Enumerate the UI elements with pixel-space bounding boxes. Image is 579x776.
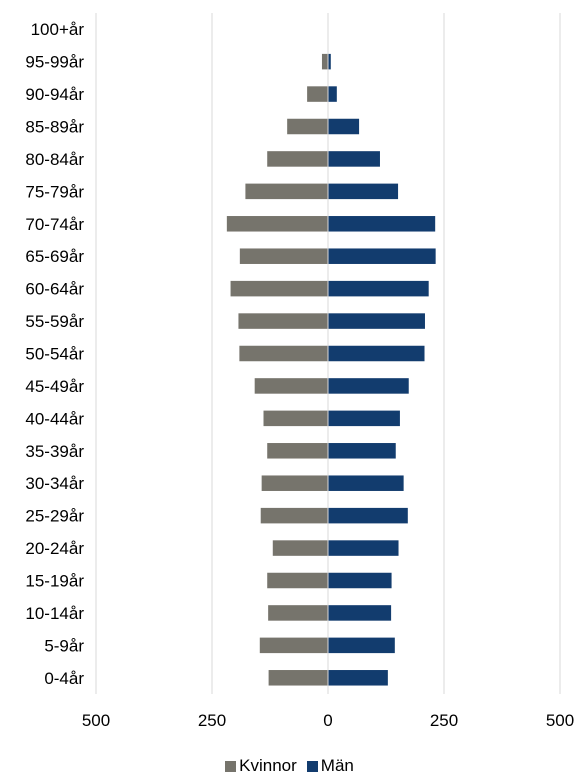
bar-kvinnor-6 [226, 216, 328, 232]
bar-kvinnor-11 [254, 378, 328, 394]
bar-man-18 [328, 605, 392, 621]
y-tick-label-17: 15-19år [25, 572, 84, 591]
bar-kvinnor-18 [268, 605, 328, 621]
y-tick-label-2: 90-94år [25, 85, 84, 104]
bar-kvinnor-14 [261, 475, 328, 491]
y-tick-label-11: 45-49år [25, 377, 84, 396]
y-tick-label-9: 55-59år [25, 312, 84, 331]
bar-man-11 [328, 378, 409, 394]
bar-man-13 [328, 443, 396, 459]
legend-item-man: Män [306, 756, 354, 776]
y-tick-label-19: 5-9år [44, 636, 84, 655]
bar-kvinnor-4 [267, 151, 328, 167]
bar-kvinnor-15 [260, 507, 328, 524]
bar-man-6 [328, 216, 436, 232]
y-tick-label-16: 20-24år [25, 539, 84, 558]
y-tick-label-8: 60-64år [25, 280, 84, 299]
bar-man-8 [328, 280, 429, 297]
y-tick-label-7: 65-69år [25, 247, 84, 266]
legend-swatch-kvinnor [225, 760, 237, 772]
legend-swatch-man [306, 760, 318, 772]
bar-man-10 [328, 345, 425, 362]
legend-label-kvinnor: Kvinnor [239, 756, 297, 775]
bar-man-7 [328, 248, 436, 264]
bar-man-14 [328, 475, 404, 491]
y-tick-label-18: 10-14år [25, 604, 84, 623]
bar-kvinnor-19 [259, 637, 328, 654]
legend: Kvinnor Män [0, 755, 579, 776]
bar-man-16 [328, 540, 399, 556]
y-tick-label-3: 85-89år [25, 118, 84, 137]
y-tick-label-0: 100+år [31, 20, 85, 39]
x-tick-label-3: 250 [430, 711, 458, 730]
x-tick-label-1: 250 [198, 711, 226, 730]
bar-man-2 [328, 86, 337, 102]
y-tick-label-14: 30-34år [25, 474, 84, 493]
bar-kvinnor-3 [287, 118, 328, 135]
x-tick-label-0: 500 [82, 711, 110, 730]
legend-label-man: Män [320, 756, 354, 775]
y-tick-label-12: 40-44år [25, 409, 84, 428]
legend-item-kvinnor: Kvinnor [225, 756, 297, 776]
bar-kvinnor-17 [267, 572, 328, 589]
bar-man-3 [328, 118, 360, 135]
bar-man-1 [328, 53, 331, 70]
bar-man-17 [328, 572, 392, 589]
bar-kvinnor-5 [245, 183, 328, 200]
bar-kvinnor-2 [307, 86, 328, 102]
y-tick-label-10: 50-54år [25, 345, 84, 364]
bar-man-4 [328, 151, 380, 167]
y-tick-label-1: 95-99år [25, 53, 84, 72]
y-tick-label-4: 80-84år [25, 150, 84, 169]
bar-man-9 [328, 313, 425, 329]
bar-kvinnor-8 [230, 280, 328, 297]
bar-man-19 [328, 637, 395, 654]
y-tick-label-5: 75-79år [25, 182, 84, 201]
x-tick-label-4: 500 [546, 711, 574, 730]
bar-kvinnor-13 [267, 443, 328, 459]
y-tick-label-13: 35-39år [25, 442, 84, 461]
y-tick-label-15: 25-29år [25, 507, 84, 526]
bar-man-20 [328, 670, 388, 686]
bar-kvinnor-10 [239, 345, 328, 362]
y-tick-label-6: 70-74år [25, 215, 84, 234]
x-tick-label-2: 0 [323, 711, 332, 730]
bar-man-12 [328, 410, 400, 427]
bar-man-15 [328, 507, 408, 524]
bar-man-5 [328, 183, 399, 200]
y-tick-label-20: 0-4år [44, 669, 84, 688]
bar-kvinnor-16 [272, 540, 328, 556]
bar-kvinnor-1 [321, 53, 328, 70]
bar-kvinnor-7 [239, 248, 328, 264]
bar-kvinnor-9 [238, 313, 328, 329]
bar-kvinnor-20 [268, 670, 328, 686]
bar-kvinnor-12 [263, 410, 328, 427]
